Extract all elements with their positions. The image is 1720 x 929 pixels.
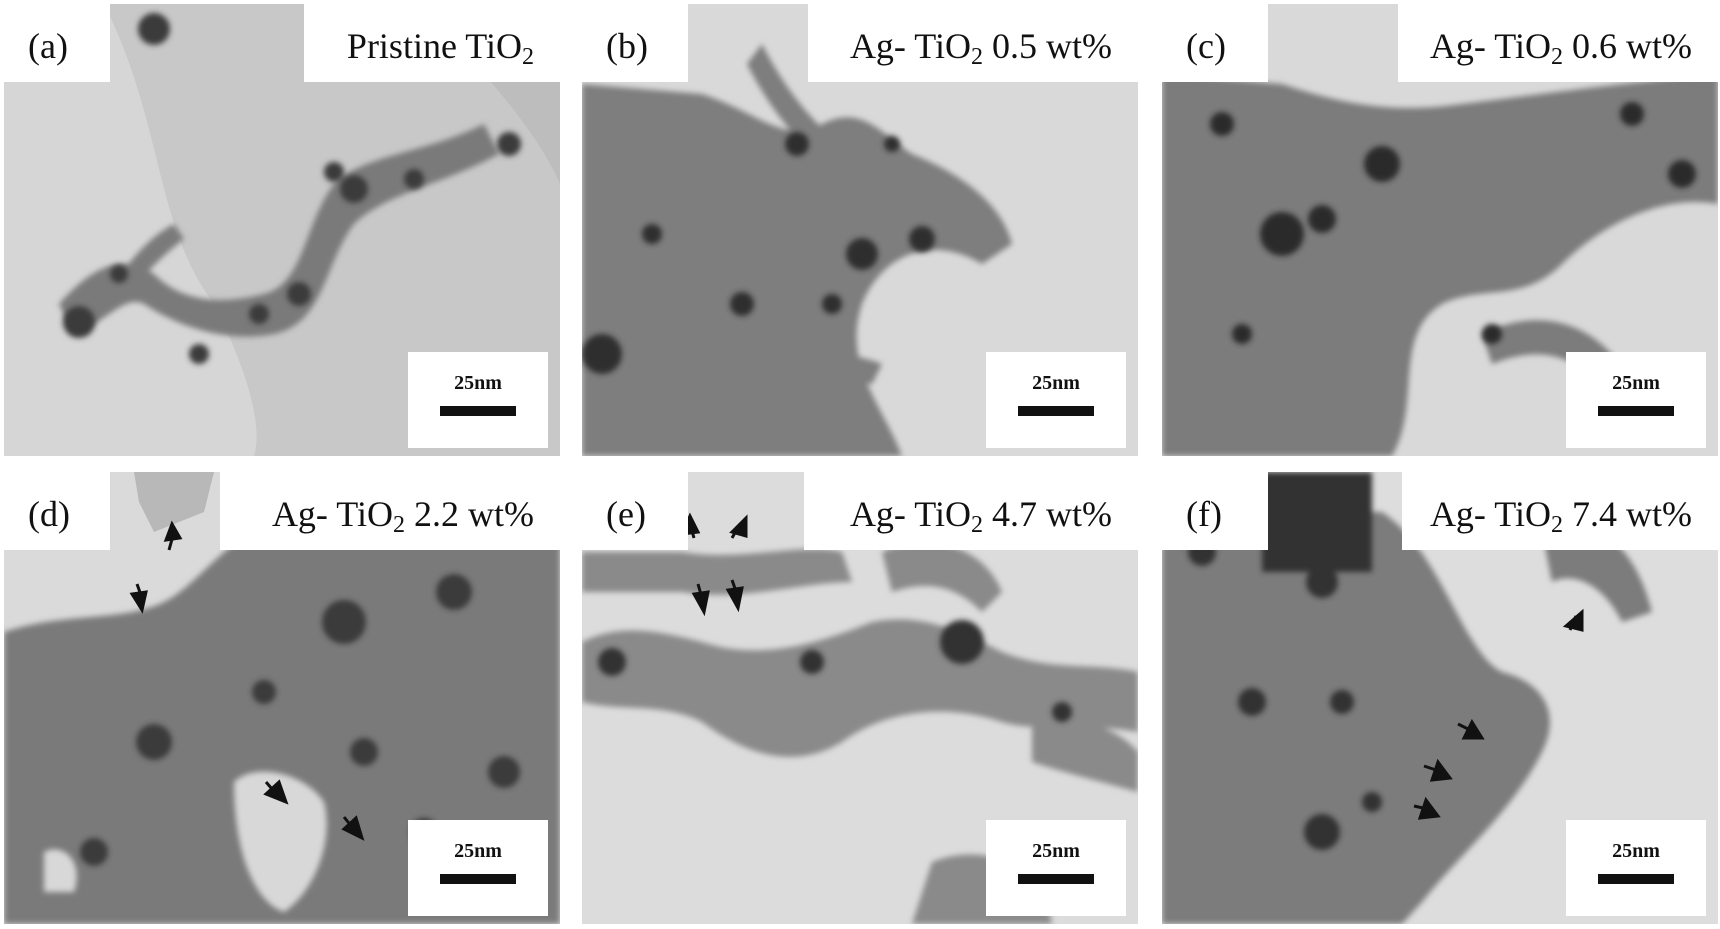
scale-bar-label: 25nm: [1032, 372, 1080, 394]
panel-title: Ag- TiO2 7.4 wt%: [1429, 494, 1692, 538]
tem-panel-e: (e) Ag- TiO2 4.7 wt% 25nm: [582, 472, 1138, 924]
scale-bar: [440, 406, 516, 416]
tem-panel-b: (b) Ag- TiO2 0.5 wt% 25nm: [582, 4, 1138, 456]
panel-letter: (c): [1186, 26, 1226, 66]
panel-title-box: Ag- TiO2 4.7 wt%: [804, 472, 1138, 550]
tem-panel-c: (c) Ag- TiO2 0.6 wt% 25nm: [1162, 4, 1718, 456]
panel-letter: (e): [606, 494, 646, 534]
tem-panel-f: (f) Ag- TiO2 7.4 wt% 25nm: [1162, 472, 1718, 924]
scale-bar: [1018, 874, 1094, 884]
panel-title-box: Pristine TiO2: [304, 4, 560, 82]
panel-letter-box: (f): [1162, 472, 1268, 550]
scale-bar-label: 25nm: [1612, 372, 1660, 394]
tem-panel-d: (d) Ag- TiO2 2.2 wt% 25nm: [4, 472, 560, 924]
scale-bar-label: 25nm: [454, 840, 502, 862]
panel-title: Ag- TiO2 4.7 wt%: [849, 494, 1112, 538]
panel-title: Ag- TiO2 0.6 wt%: [1429, 26, 1692, 70]
scale-bar-label: 25nm: [454, 372, 502, 394]
panel-letter: (d): [28, 494, 70, 534]
arrow-icon: [679, 512, 748, 617]
panel-title: Ag- TiO2 2.2 wt%: [271, 494, 534, 538]
panel-title: Ag- TiO2 0.5 wt%: [849, 26, 1112, 70]
scale-bar-label: 25nm: [1032, 840, 1080, 862]
panel-letter-box: (b): [582, 4, 688, 82]
panel-letter: (a): [28, 26, 68, 66]
scale-bar: [1018, 406, 1094, 416]
panel-letter-box: (e): [582, 472, 688, 550]
scale-bar: [1598, 406, 1674, 416]
arrow-icon: [1413, 608, 1584, 820]
panel-letter-box: (c): [1162, 4, 1268, 82]
panel-title-box: Ag- TiO2 0.5 wt%: [808, 4, 1138, 82]
scale-bar-box: 25nm: [986, 352, 1126, 448]
scale-bar-box: 25nm: [1566, 820, 1706, 916]
panel-letter-box: (d): [4, 472, 110, 550]
scale-bar-box: 25nm: [408, 352, 548, 448]
scale-bar-label: 25nm: [1612, 840, 1660, 862]
panel-letter: (f): [1186, 494, 1222, 534]
panel-title: Pristine TiO2: [346, 26, 534, 70]
panel-title-box: Ag- TiO2 2.2 wt%: [220, 472, 560, 550]
panel-letter: (b): [606, 26, 648, 66]
scale-bar: [440, 874, 516, 884]
scale-bar-box: 25nm: [408, 820, 548, 916]
scale-bar-box: 25nm: [1566, 352, 1706, 448]
panel-title-box: Ag- TiO2 0.6 wt%: [1398, 4, 1718, 82]
tem-panel-a: (a) Pristine TiO2 25nm: [4, 4, 560, 456]
scale-bar-box: 25nm: [986, 820, 1126, 916]
panel-letter-box: (a): [4, 4, 110, 82]
arrow-icon: [129, 520, 365, 841]
panel-title-box: Ag- TiO2 7.4 wt%: [1402, 472, 1718, 550]
scale-bar: [1598, 874, 1674, 884]
